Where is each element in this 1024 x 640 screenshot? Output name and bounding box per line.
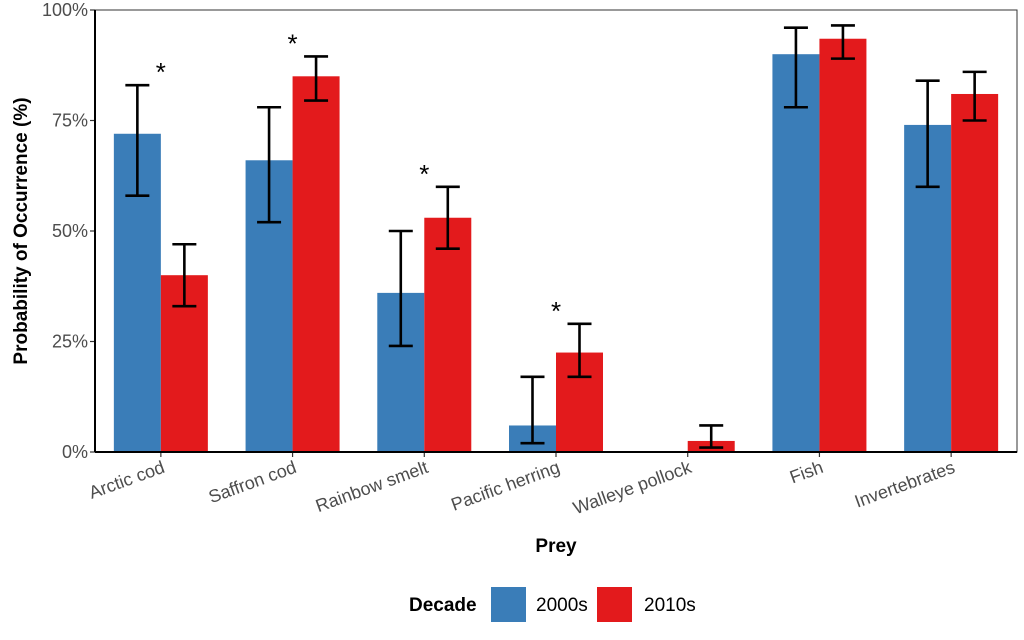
y-tick-label: 0% bbox=[62, 442, 88, 462]
bar-rainbow-smelt-2010s bbox=[424, 217, 472, 452]
error-bar-pacific-herring-2000s bbox=[520, 375, 545, 445]
error-bar-saffron-cod-2010s bbox=[304, 55, 329, 102]
error-bar-invertebrates-2010s bbox=[962, 70, 987, 122]
legend-label-2010s: 2010s bbox=[644, 595, 696, 616]
legend: Decade 2000s 2010s bbox=[409, 587, 696, 622]
y-tick-label: 100% bbox=[42, 0, 88, 20]
y-tick-label: 25% bbox=[52, 332, 88, 352]
legend-key-2000s bbox=[491, 587, 526, 622]
error-bar-rainbow-smelt-2010s bbox=[435, 185, 460, 250]
error-bar-fish-2000s bbox=[783, 26, 808, 109]
y-tick-label: 50% bbox=[52, 221, 88, 241]
significance-asterisk-pacific-herring: * bbox=[551, 296, 561, 326]
error-bar-arctic-cod-2010s bbox=[172, 242, 197, 308]
x-tick-label-arctic-cod: Arctic cod bbox=[86, 457, 167, 503]
bars-layer bbox=[113, 38, 999, 453]
significance-asterisk-rainbow-smelt: * bbox=[419, 159, 429, 189]
bar-fish-2010s bbox=[819, 38, 867, 452]
x-tick-label-pacific-herring: Pacific herring bbox=[448, 457, 562, 515]
error-bar-fish-2010s bbox=[830, 24, 855, 60]
bar-saffron-cod-2010s bbox=[292, 76, 340, 453]
x-tick-label-walleye-pollock: Walleye pollock bbox=[570, 457, 695, 519]
error-bar-walleye-pollock-2010s bbox=[699, 424, 724, 449]
error-bar-pacific-herring-2010s bbox=[567, 322, 592, 379]
significance-asterisk-arctic-cod: * bbox=[156, 57, 166, 87]
x-tick-label-rainbow-smelt: Rainbow smelt bbox=[313, 457, 431, 516]
significance-asterisk-saffron-cod: * bbox=[288, 28, 298, 58]
y-tick-label: 75% bbox=[52, 111, 88, 131]
error-bar-invertebrates-2000s bbox=[915, 79, 940, 189]
y-axis: 0% 25% 50% 75% 100% bbox=[42, 0, 95, 462]
error-bars-layer bbox=[125, 24, 987, 449]
x-axis-title: Prey bbox=[535, 536, 577, 557]
legend-key-2010s bbox=[597, 587, 632, 622]
error-bar-saffron-cod-2000s bbox=[257, 105, 282, 224]
error-bar-rainbow-smelt-2000s bbox=[388, 229, 413, 348]
bar-fish-2000s bbox=[772, 54, 820, 452]
x-tick-label-fish: Fish bbox=[787, 457, 826, 487]
y-axis-title: Probability of Occurrence (%) bbox=[11, 97, 32, 364]
legend-title: Decade bbox=[409, 595, 477, 616]
bar-invertebrates-2010s bbox=[951, 93, 999, 452]
significance-markers-layer: * * * * bbox=[156, 28, 561, 325]
x-tick-label-invertebrates: Invertebrates bbox=[852, 457, 958, 512]
x-axis: Arctic cod Saffron cod Rainbow smelt Pacifi… bbox=[86, 452, 958, 519]
error-bar-arctic-cod-2000s bbox=[125, 83, 150, 197]
x-tick-label-saffron-cod: Saffron cod bbox=[206, 457, 299, 507]
legend-label-2000s: 2000s bbox=[536, 595, 588, 616]
